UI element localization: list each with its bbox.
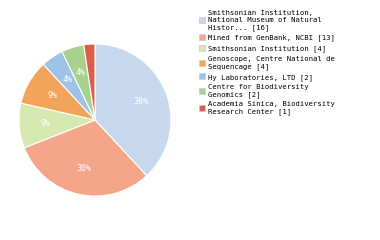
Text: 9%: 9% [47,91,57,100]
Text: 38%: 38% [133,97,149,107]
Text: 4%: 4% [76,68,86,77]
Text: 30%: 30% [76,164,92,173]
Text: 4%: 4% [62,75,72,84]
Legend: Smithsonian Institution,
National Museum of Natural
Histor... [16], Mined from G: Smithsonian Institution, National Museum… [198,8,337,117]
Wedge shape [24,120,147,196]
Wedge shape [43,52,95,120]
Wedge shape [95,44,171,176]
Wedge shape [62,45,95,120]
Wedge shape [19,103,95,148]
Text: 9%: 9% [41,119,51,128]
Wedge shape [21,64,95,120]
Wedge shape [84,44,95,120]
